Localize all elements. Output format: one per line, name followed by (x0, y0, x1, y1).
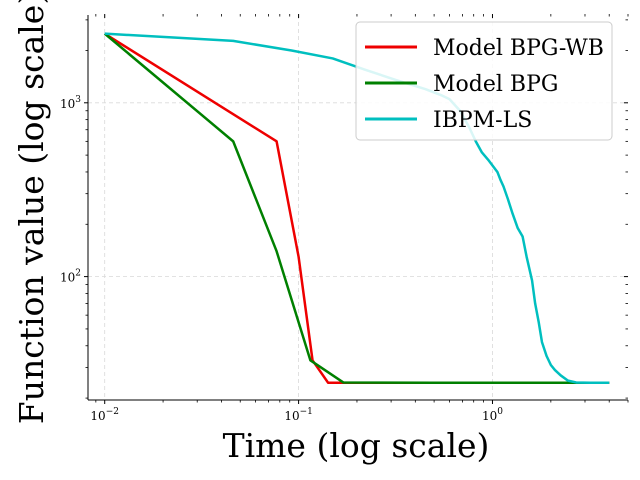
x-tick-label: 100 (482, 407, 503, 423)
y-tick-label: 102 (60, 269, 81, 285)
series-line-model-bpg (103, 32, 610, 385)
x-axis-label: Time (log scale) (223, 426, 490, 465)
x-tick-label: 10−2 (90, 407, 119, 423)
legend-label-model-bpg: Model BPG (433, 72, 558, 97)
y-tick-label: 103 (60, 95, 81, 111)
y-axis-label: Function value (log scale) (12, 0, 51, 424)
axes (87, 15, 628, 401)
ticks (84, 14, 629, 404)
x-tick-label: 10−1 (284, 407, 313, 423)
tick-labels: 10−2 10−1 100 102 103 (60, 95, 503, 423)
legend: Model BPG-WB Model BPG IBPM-LS (355, 21, 613, 141)
legend-box (355, 21, 613, 141)
legend-label-model-bpg-wb: Model BPG-WB (433, 36, 604, 61)
legend-label-ibpm-ls: IBPM-LS (433, 108, 532, 133)
